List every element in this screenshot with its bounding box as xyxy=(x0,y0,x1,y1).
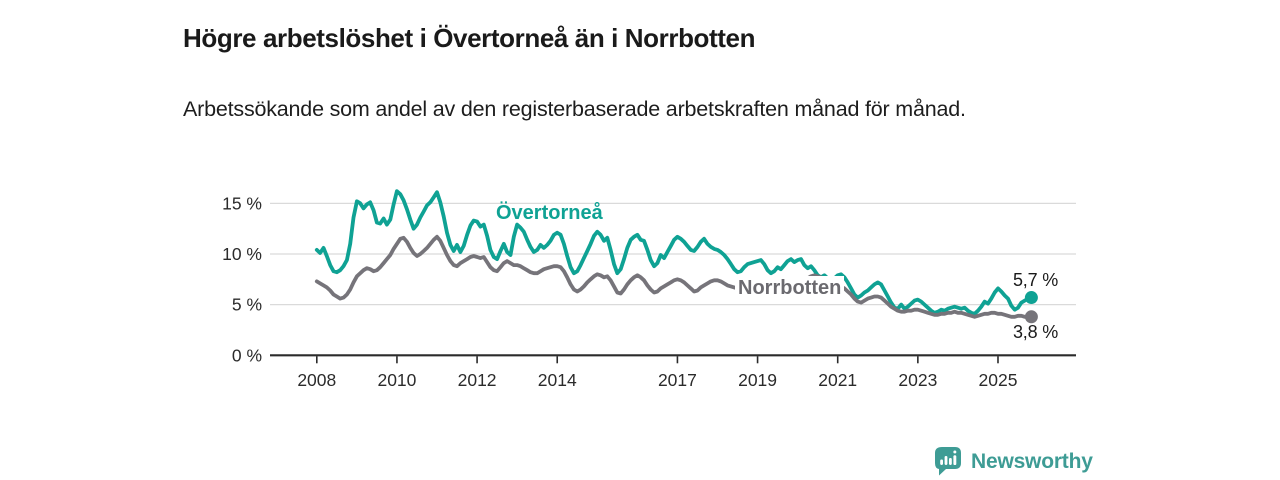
x-tick-label: 2008 xyxy=(297,370,336,390)
y-tick-label: 5 % xyxy=(232,295,262,315)
x-tick-label: 2023 xyxy=(898,370,937,390)
newsworthy-logo: Newsworthy xyxy=(934,446,1093,477)
newsworthy-wordmark: Newsworthy xyxy=(971,449,1093,473)
end-value-label-norrbotten: 3,8 % xyxy=(1013,322,1059,342)
overtornea-line xyxy=(314,189,1034,316)
y-tick-label: 0 % xyxy=(232,345,262,365)
x-tick-label: 2019 xyxy=(738,370,777,390)
series-label-norrbotten: Norrbotten xyxy=(735,276,845,301)
x-tick-label: 2010 xyxy=(377,370,416,390)
chart-subtitle: Arbetssökande som andel av den registerb… xyxy=(183,96,966,121)
norrbotten-line xyxy=(314,234,1034,319)
x-tick-label: 2012 xyxy=(458,370,497,390)
x-tick-label: 2025 xyxy=(979,370,1018,390)
overtornea-end-dot xyxy=(1024,291,1038,305)
x-tick-label: 2017 xyxy=(658,370,697,390)
y-tick-label: 10 % xyxy=(222,244,262,264)
newsworthy-bubble-chart-icon xyxy=(935,447,961,476)
series-label-overtornea: Övertorneå xyxy=(496,202,603,224)
x-tick-label: 2021 xyxy=(818,370,857,390)
norrbotten-end-dot xyxy=(1024,310,1038,324)
y-tick-label: 15 % xyxy=(222,193,262,213)
x-tick-label: 2014 xyxy=(538,370,577,390)
end-value-label-overtornea: 5,7 % xyxy=(1013,270,1059,290)
chart-title: Högre arbetslöshet i Övertorneå än i Nor… xyxy=(183,23,756,54)
